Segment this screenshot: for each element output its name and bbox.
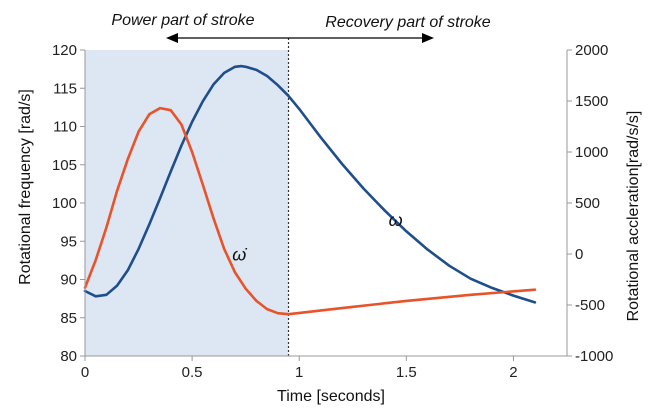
x-tick-label: 1.5 — [396, 364, 417, 381]
y2-axis-title: Rotational accleration[rad/s/s] — [625, 111, 642, 322]
recovery-arrow-head — [422, 33, 434, 43]
y-tick-label: 105 — [52, 157, 77, 174]
y-tick-label: 85 — [60, 310, 77, 327]
series-label-1: ω̇ — [232, 244, 247, 264]
annotations: Power part of stroke Recovery part of st… — [111, 12, 490, 264]
y2-tick-label: 1000 — [575, 144, 608, 161]
y-tick-label: 80 — [60, 348, 77, 365]
power-stroke-label: Power part of stroke — [111, 12, 254, 29]
y2-tick-label: -1000 — [575, 348, 613, 365]
series-lines — [83, 64, 537, 316]
y2-tick-label: 2000 — [575, 42, 608, 59]
y2-tick-label: -500 — [575, 297, 605, 314]
power-stroke-region — [85, 50, 289, 356]
y2-tick-label: 0 — [575, 246, 583, 263]
x-tick-label: 2 — [509, 364, 517, 381]
x-tick-label: 1 — [295, 364, 303, 381]
y-tick-label: 110 — [53, 119, 77, 136]
x-tick-label: 0 — [81, 364, 89, 381]
recovery-stroke-label: Recovery part of stroke — [325, 14, 491, 31]
power-arrow-head — [166, 33, 178, 43]
y2-tick-label: 500 — [575, 195, 600, 212]
y2-tick-label: 1500 — [575, 93, 608, 110]
shaded-region — [85, 50, 289, 356]
y-tick-label: 115 — [53, 80, 77, 97]
y-tick-label: 120 — [52, 42, 77, 59]
series-line-1 — [83, 106, 537, 316]
y-tick-label: 90 — [60, 272, 77, 289]
y-axis-title: Rotational frequency [rad/s] — [17, 89, 34, 285]
y-tick-label: 95 — [60, 233, 77, 250]
x-axis-title: Time [seconds] — [277, 388, 385, 405]
series-label-0: ω — [389, 210, 403, 230]
tick-labels: 0 0.5 1 1.5 2 80 85 90 95 100 105 110 115 120 -1000 -50… — [52, 42, 613, 381]
y-tick-label: 100 — [52, 195, 77, 212]
x-tick-label: 0.5 — [182, 364, 203, 381]
series-line-0 — [83, 64, 537, 304]
